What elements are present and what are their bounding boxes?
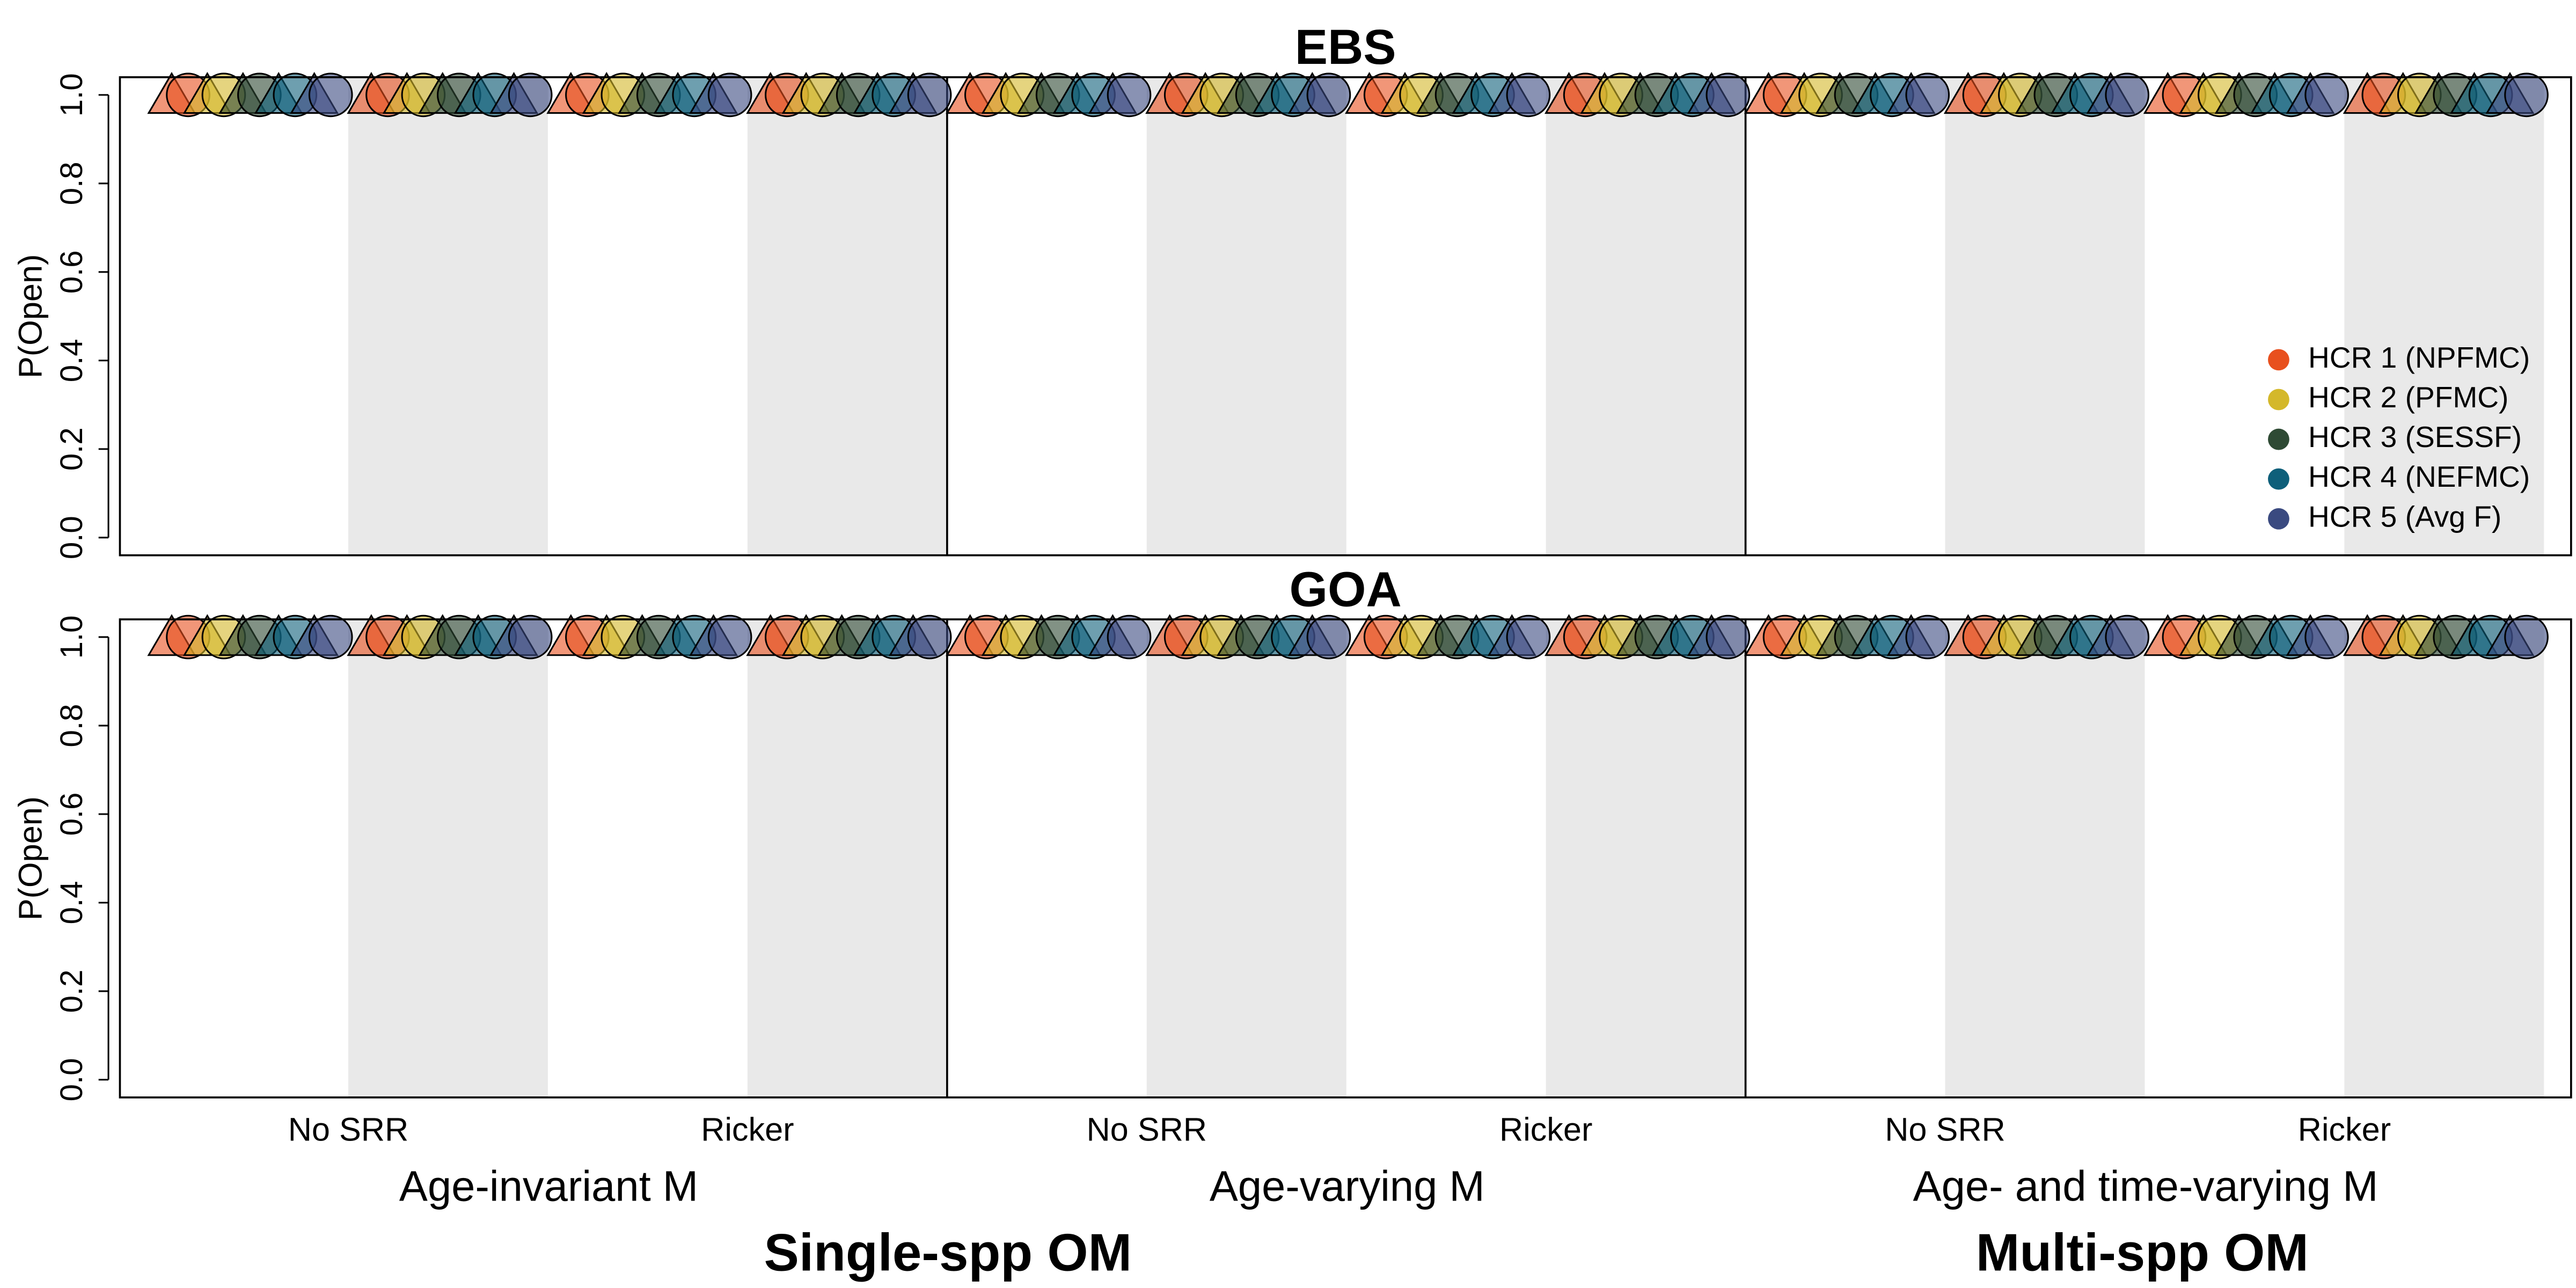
shaded-band (348, 619, 548, 1097)
plot-frame (119, 76, 2572, 557)
circle-marker (1506, 72, 1551, 118)
circle-marker (707, 72, 752, 118)
y-tick-label: 1.0 (54, 616, 89, 659)
circle-marker (508, 614, 553, 660)
x-super-group-label: Single-spp OM (764, 1223, 1132, 1282)
circle-marker (1706, 72, 1751, 118)
circle-marker (1107, 614, 1152, 660)
circle-marker (1905, 72, 1950, 118)
shaded-band (2344, 77, 2544, 555)
shaded-band (1546, 619, 1746, 1097)
y-axis-label: P(Open) (12, 254, 48, 378)
shaded-band (747, 77, 947, 555)
legend-label: HCR 4 (NEFMC) (2308, 460, 2530, 493)
circle-marker (707, 614, 752, 660)
legend-label: HCR 2 (PFMC) (2308, 380, 2508, 414)
legend-marker (2268, 349, 2289, 371)
x-category-label: Ricker (701, 1111, 794, 1147)
y-axis-label: P(Open) (12, 796, 48, 920)
circle-marker (2304, 72, 2349, 118)
legend-marker (2268, 468, 2289, 490)
circle-marker (2504, 614, 2549, 660)
circle-marker (2304, 614, 2349, 660)
circle-marker (907, 614, 952, 660)
circle-marker (1506, 614, 1551, 660)
legend-label: HCR 5 (Avg F) (2308, 500, 2501, 533)
legend-label: HCR 3 (SESSF) (2308, 420, 2522, 453)
circle-marker (1306, 72, 1351, 118)
shaded-band (1146, 619, 1346, 1097)
shaded-band (2344, 619, 2544, 1097)
circle-marker (1306, 614, 1351, 660)
y-tick-label: 0.4 (54, 881, 89, 925)
y-tick-label: 0.8 (54, 162, 89, 205)
legend-marker (2268, 508, 2289, 530)
x-group-label: Age-invariant M (399, 1162, 698, 1210)
x-category-label: No SRR (288, 1111, 409, 1147)
x-category-label: No SRR (1885, 1111, 2006, 1147)
circle-marker (1706, 614, 1751, 660)
y-tick-label: 0.8 (54, 704, 89, 748)
y-tick-label: 0.4 (54, 339, 89, 382)
x-group-label: Age-varying M (1210, 1162, 1485, 1210)
y-tick-label: 0.6 (54, 793, 89, 836)
circle-marker (308, 614, 353, 660)
y-tick-label: 0.2 (54, 970, 89, 1013)
x-category-label: No SRR (1086, 1111, 1207, 1147)
shaded-band (1945, 619, 2145, 1097)
circle-marker (308, 72, 353, 118)
y-tick-label: 0.0 (54, 516, 89, 559)
panel-title: GOA (1290, 562, 1402, 617)
y-tick-label: 0.0 (54, 1058, 89, 1101)
x-group-label: Age- and time-varying M (1913, 1162, 2379, 1210)
y-tick-label: 0.6 (54, 250, 89, 294)
circle-marker (508, 72, 553, 118)
x-super-group-label: Multi-spp OM (1976, 1223, 2309, 1282)
plot-frame (119, 618, 2572, 1099)
circle-marker (1905, 614, 1950, 660)
shaded-band (1146, 77, 1346, 555)
circle-marker (2105, 614, 2150, 660)
legend-marker (2268, 428, 2289, 450)
shaded-band (1546, 77, 1746, 555)
shaded-band (348, 77, 548, 555)
circle-marker (907, 72, 952, 118)
circle-marker (2105, 72, 2150, 118)
x-category-label: Ricker (2298, 1111, 2391, 1147)
circle-marker (2504, 72, 2549, 118)
y-tick-label: 1.0 (54, 73, 89, 116)
shaded-band (747, 619, 947, 1097)
panel-title: EBS (1295, 20, 1396, 75)
legend-marker (2268, 389, 2289, 411)
y-tick-label: 0.2 (54, 427, 89, 471)
shaded-band (1945, 77, 2145, 555)
circle-marker (1107, 72, 1152, 118)
legend-label: HCR 1 (NPFMC) (2308, 341, 2530, 374)
x-category-label: Ricker (1499, 1111, 1592, 1147)
